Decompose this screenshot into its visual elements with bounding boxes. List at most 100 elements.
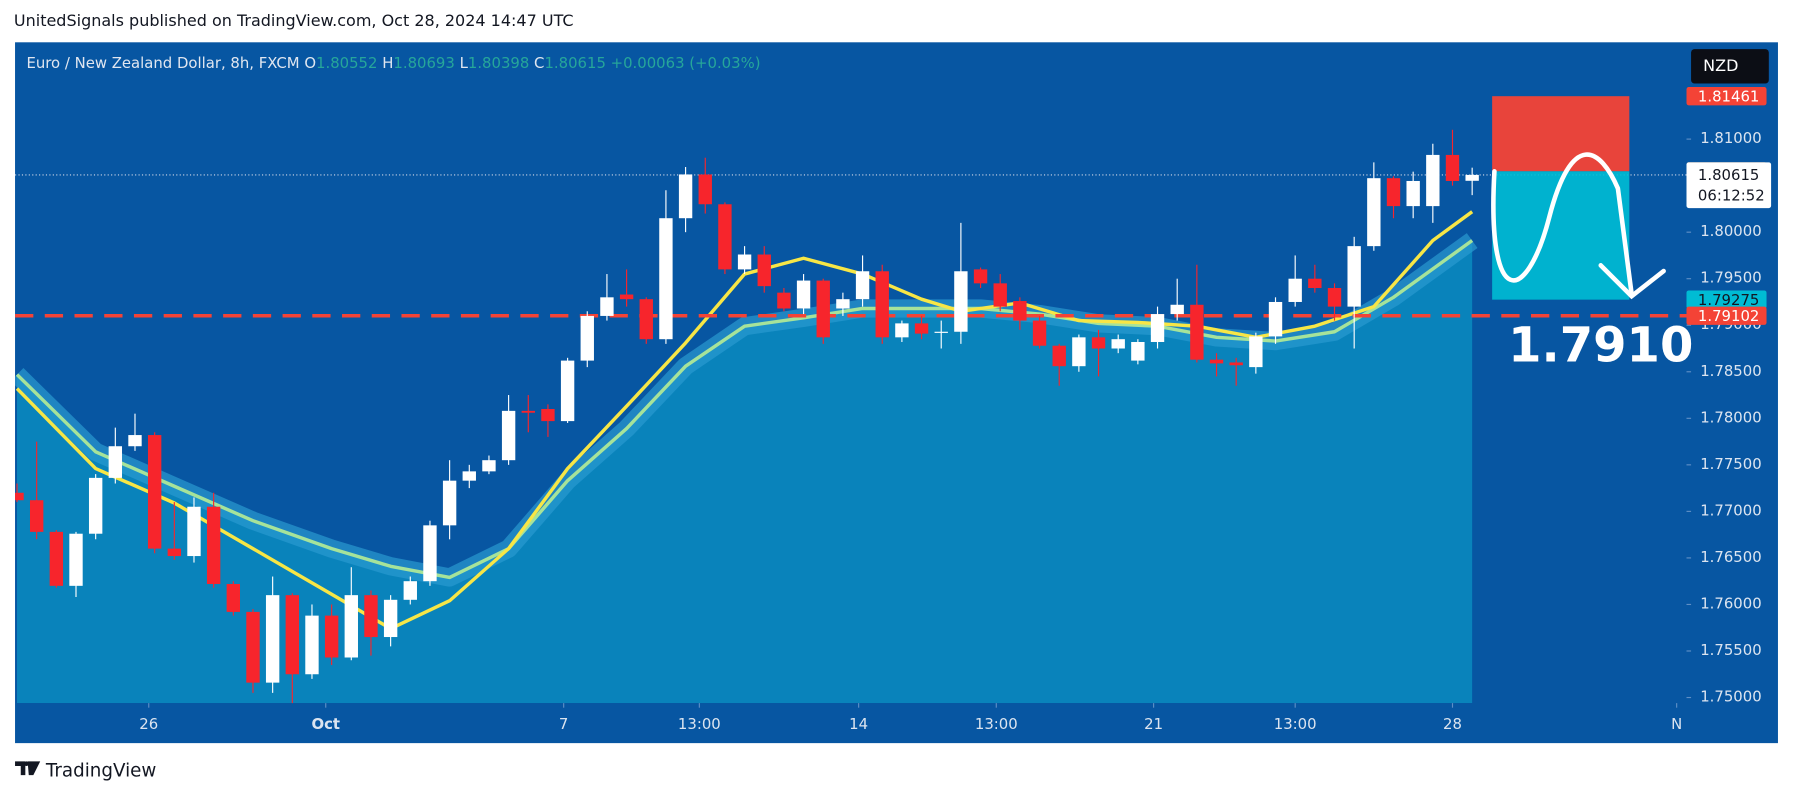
current-price-tag bbox=[1686, 162, 1772, 209]
legend-item: 1.80615 bbox=[544, 54, 605, 72]
candle-body bbox=[1052, 345, 1066, 367]
candle-body bbox=[364, 595, 378, 638]
candle-body bbox=[1190, 304, 1204, 360]
candle-body bbox=[1406, 180, 1420, 207]
currency-box bbox=[1691, 49, 1769, 84]
candle-body bbox=[521, 410, 535, 413]
candle-body bbox=[796, 280, 811, 309]
countdown: 06:12:52 bbox=[1698, 187, 1765, 205]
publisher-line: UnitedSignals published on TradingView.c… bbox=[14, 11, 574, 30]
plot-area bbox=[15, 129, 1687, 704]
price-tag-label: 1.79275 bbox=[1698, 291, 1759, 309]
candle-body bbox=[718, 204, 732, 270]
candle-body bbox=[187, 506, 201, 557]
candle-body bbox=[1091, 337, 1106, 349]
stop-zone bbox=[1492, 96, 1630, 172]
candle-body bbox=[1268, 301, 1283, 337]
legend-item: 1.80552 bbox=[316, 54, 377, 72]
x-tick-label: 26 bbox=[139, 715, 158, 733]
candle-body bbox=[226, 583, 240, 612]
legend-item: 1.80398 bbox=[468, 54, 529, 72]
legend-item: Euro / New Zealand Dollar, 8h, FXCM bbox=[26, 54, 299, 72]
y-tick-label: 1.80000 bbox=[1700, 222, 1761, 240]
candle-body bbox=[246, 611, 260, 683]
y-tick-label: 1.77000 bbox=[1700, 501, 1761, 519]
candle-body bbox=[993, 283, 1007, 307]
candle-body bbox=[1426, 154, 1440, 207]
candle-body bbox=[855, 271, 870, 300]
candle-body bbox=[875, 271, 889, 338]
candle-body bbox=[501, 410, 516, 461]
candle-body bbox=[1308, 278, 1322, 289]
candle-body bbox=[1170, 304, 1184, 315]
x-tick-label: 13:00 bbox=[975, 715, 1018, 733]
candle-body bbox=[1131, 341, 1145, 361]
overlay: 1.7910 Euro / New Zealand Dollar, 8h, FXC… bbox=[26, 54, 1693, 374]
candle-body bbox=[1072, 337, 1086, 367]
legend: Euro / New Zealand Dollar, 8h, FXCM O1.8… bbox=[26, 54, 760, 72]
candle-body bbox=[600, 297, 614, 316]
y-tick-label: 1.76000 bbox=[1700, 594, 1761, 612]
price-axis: 1.75000 1.75500 1.76000 1.76500 1.77000 1.775… bbox=[139, 49, 1772, 733]
x-tick-label: 13:00 bbox=[678, 715, 721, 733]
candle-body bbox=[265, 595, 280, 683]
candle-body bbox=[482, 460, 496, 472]
candle-body bbox=[29, 500, 44, 532]
candle-body bbox=[403, 581, 417, 600]
y-tick-label: 1.75500 bbox=[1700, 641, 1761, 659]
candle-body bbox=[167, 548, 182, 557]
candle-body bbox=[914, 323, 929, 334]
y-tick-label: 1.79500 bbox=[1700, 269, 1761, 287]
candle-body bbox=[1445, 154, 1460, 181]
price-tag bbox=[1686, 87, 1767, 106]
candle-body bbox=[1209, 359, 1224, 364]
x-tick-label: Oct bbox=[311, 715, 340, 733]
candle-body bbox=[1465, 174, 1479, 181]
candle-body bbox=[1347, 246, 1361, 307]
candle-body bbox=[1013, 301, 1027, 321]
x-tick-label: 28 bbox=[1443, 715, 1462, 733]
x-tick-label: 21 bbox=[1144, 715, 1163, 733]
price-tag-label: 1.79102 bbox=[1698, 307, 1759, 325]
candle-body bbox=[88, 477, 103, 534]
candle-body bbox=[1150, 314, 1165, 342]
candle-body bbox=[344, 595, 358, 658]
candle-body bbox=[15, 492, 24, 501]
candle-body bbox=[206, 506, 221, 584]
candle-body bbox=[836, 299, 850, 309]
candle-body bbox=[1249, 336, 1263, 368]
candle-body bbox=[757, 254, 771, 287]
y-tick-label: 1.75000 bbox=[1700, 688, 1761, 706]
candle-body bbox=[305, 615, 319, 675]
candle-body bbox=[324, 615, 339, 658]
tradingview-logo bbox=[15, 761, 41, 776]
candle-body bbox=[698, 174, 712, 205]
legend-item: 1.80693 bbox=[393, 54, 454, 72]
candle-body bbox=[128, 435, 142, 447]
candle-body bbox=[619, 294, 634, 300]
candle-body bbox=[49, 531, 64, 586]
legend-item: O bbox=[304, 54, 316, 72]
candle-body bbox=[973, 269, 988, 284]
x-tick-label: N bbox=[1671, 715, 1682, 733]
x-tick-label: 13:00 bbox=[1274, 715, 1317, 733]
x-tick-label: 14 bbox=[849, 715, 868, 733]
y-tick-label: 1.76500 bbox=[1700, 548, 1761, 566]
y-tick-label: 1.78500 bbox=[1700, 362, 1761, 380]
candle-body bbox=[895, 323, 909, 338]
arrow-head bbox=[1598, 263, 1666, 300]
candle-body bbox=[108, 446, 123, 478]
candle-body bbox=[69, 533, 83, 586]
candle-body bbox=[147, 435, 162, 549]
y-tick-label: 1.81000 bbox=[1700, 129, 1761, 147]
currency-label: NZD bbox=[1703, 56, 1738, 75]
candle-body bbox=[462, 471, 476, 481]
candle-body bbox=[285, 595, 299, 675]
moving-average bbox=[15, 239, 1474, 580]
price-tag-label: 1.81461 bbox=[1698, 87, 1759, 105]
legend-item: L bbox=[460, 54, 469, 72]
candle-body bbox=[560, 360, 575, 422]
candle-body bbox=[1229, 362, 1243, 366]
candle-body bbox=[1386, 178, 1401, 207]
